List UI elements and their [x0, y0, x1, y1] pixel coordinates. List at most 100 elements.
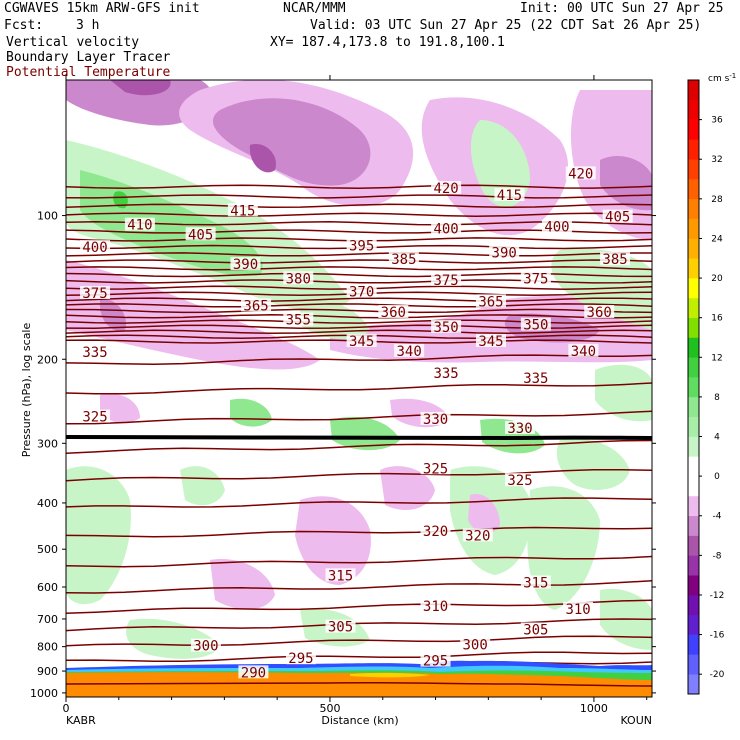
theta-contour-line	[66, 194, 652, 199]
colorbar-swatch	[688, 416, 699, 437]
theta-contour-line	[66, 266, 652, 271]
colorbar-swatch	[688, 535, 699, 556]
vertical-velocity-shading	[66, 80, 652, 659]
theta-label: 375	[523, 271, 548, 287]
theta-label: 315	[328, 568, 353, 584]
colorbar-swatch	[688, 258, 699, 279]
colorbar-swatch	[688, 674, 699, 695]
theta-label: 295	[423, 654, 448, 670]
theta-label: 325	[82, 410, 107, 426]
theta-contour-line	[66, 329, 652, 335]
boundary-layer-tracer	[66, 660, 652, 697]
theta-label: 385	[391, 252, 416, 268]
theta-label-bg	[420, 411, 451, 425]
theta-label: 300	[193, 639, 218, 655]
theta-label: 305	[523, 622, 548, 638]
theta-label-bg	[283, 271, 314, 285]
theta-label: 405	[605, 210, 630, 226]
fcst-value: 3 h	[76, 18, 100, 33]
theta-label-bg	[346, 284, 377, 298]
colorbar-swatch	[688, 297, 699, 318]
theta-label: 405	[188, 227, 213, 243]
theta-label: 310	[565, 602, 590, 618]
neg-region-top-left	[66, 80, 212, 126]
theta-label-bg	[584, 304, 615, 318]
colorbar-swatch	[688, 238, 699, 259]
theta-label-bg	[80, 344, 111, 358]
theta-label: 335	[82, 345, 107, 361]
theta-label-bg	[600, 252, 631, 266]
y-tick-label: 500	[37, 543, 58, 556]
org-label: NCAR/MMM	[283, 1, 346, 16]
colorbar-tick-label: 32	[711, 155, 722, 165]
colorbar-swatch	[688, 218, 699, 239]
colorbar-tick-label: 4	[714, 433, 720, 443]
theta-label: 330	[423, 412, 448, 428]
field-potential-temperature: Potential Temperature	[6, 65, 171, 80]
theta-label: 290	[241, 665, 266, 681]
theta-label: 295	[288, 651, 313, 667]
theta-contour-labels: 420 420 415 415 410 405 405 400 400 400 395 390 390 3…	[80, 166, 633, 681]
neg-region-lower-2	[210, 559, 275, 610]
y-tick-label: 1000	[30, 687, 58, 700]
x-axis: 0 500 1000	[63, 75, 648, 715]
theta-label-bg	[431, 366, 462, 380]
pbl-orange-band	[66, 672, 652, 697]
colorbar: -20 -16 -12 -8 -4 0 4 8 12 16 20 24 28 32 36	[687, 79, 725, 695]
colorbar-swatch	[688, 495, 699, 517]
theta-label-bg	[325, 568, 356, 582]
colorbar-unit: cm s-1	[708, 72, 736, 84]
theta-label: 360	[587, 305, 612, 321]
neg-region-lower-mid-3	[468, 494, 500, 535]
theta-label-bg	[420, 461, 451, 475]
theta-label: 340	[571, 344, 596, 360]
theta-label: 375	[433, 273, 458, 289]
colorbar-unit-text: cm s	[708, 74, 730, 84]
theta-label: 415	[497, 188, 522, 204]
plot-frame	[65, 79, 653, 698]
theta-contour-line	[66, 184, 652, 189]
theta-contour-line	[66, 497, 652, 508]
theta-label-bg	[124, 217, 155, 231]
x-tick-label: 500	[319, 702, 340, 715]
y-tick-label: 400	[37, 497, 58, 510]
terrain-line	[66, 681, 652, 687]
theta-contour-line	[66, 272, 652, 278]
theta-label-bg	[602, 209, 633, 223]
field-vertical-velocity: Vertical velocity	[6, 35, 140, 50]
colorbar-swatch	[688, 614, 699, 635]
theta-label: 335	[523, 371, 548, 387]
theta-label-bg	[285, 651, 316, 665]
theta-contour-line	[66, 324, 652, 330]
colorbar-swatch	[688, 179, 699, 200]
colorbar-swatch	[688, 357, 699, 378]
plot-area: 420 420 415 415 410 405 405 400 400 400 395 390 390 3…	[66, 80, 652, 697]
colorbar-swatch	[688, 159, 699, 180]
theta-contour-line	[66, 308, 652, 314]
colorbar-tick-label: 12	[711, 353, 722, 363]
theta-label: 330	[507, 421, 532, 437]
x-endpoint-left: KABR	[66, 714, 96, 727]
colorbar-swatch	[688, 515, 699, 536]
theta-label-bg	[230, 257, 261, 271]
theta-contour-line	[66, 439, 652, 454]
colorbar-swatch	[688, 119, 699, 140]
theta-label-bg	[420, 653, 451, 667]
theta-contour-line	[66, 297, 652, 302]
valid-time: Valid: 03 UTC Sun 27 Apr 25 (22 CDT Sat …	[310, 18, 702, 33]
theta-label: 420	[433, 181, 458, 197]
neg-region-top-left-core	[110, 80, 171, 96]
colorbar-swatch	[688, 278, 699, 299]
theta-contour-line	[66, 618, 652, 632]
theta-label-bg	[520, 271, 551, 285]
colorbar-tick-label: 36	[711, 116, 723, 126]
theta-label-bg	[346, 333, 377, 347]
tropopause-line	[66, 435, 652, 441]
pbl-yellow-band	[350, 672, 430, 678]
theta-label: 400	[544, 220, 569, 236]
colorbar-swatch	[688, 99, 699, 120]
neg-region-lower-mid-2	[380, 466, 435, 510]
theta-label: 360	[381, 305, 406, 321]
colorbar-tick-label: 0	[714, 472, 720, 482]
